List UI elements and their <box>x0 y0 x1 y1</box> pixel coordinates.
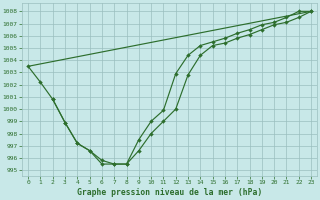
X-axis label: Graphe pression niveau de la mer (hPa): Graphe pression niveau de la mer (hPa) <box>77 188 262 197</box>
